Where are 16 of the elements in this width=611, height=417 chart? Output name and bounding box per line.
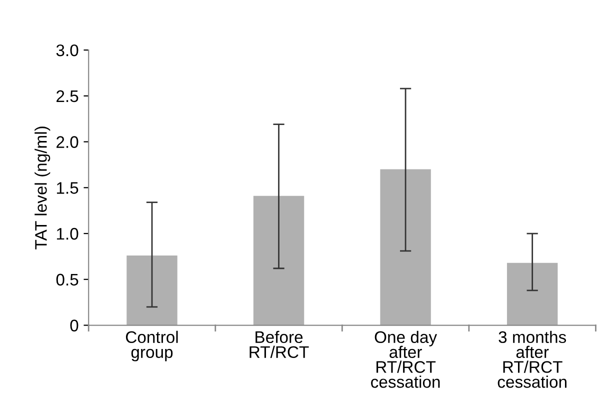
y-tick-label: 1.0	[56, 228, 78, 240]
y-tick-label: 0	[70, 320, 78, 332]
y-axis-title: TAT level (ng/ml)	[34, 126, 50, 250]
y-tick-label: 3.0	[56, 44, 78, 56]
y-tick-label: 1.5	[56, 182, 78, 194]
y-tick-label: 2.5	[56, 90, 78, 102]
bar	[506, 262, 558, 326]
y-tick-label: 2.0	[56, 136, 78, 148]
x-tick-label: 3 months after RT/RCT cessation	[498, 330, 566, 388]
bar	[380, 169, 431, 326]
x-tick-label: One day after RT/RCT cessation	[371, 330, 440, 388]
bar	[126, 256, 178, 326]
x-tick-label: Control group	[126, 330, 178, 362]
x-tick-label: Before RT/RCT	[250, 330, 309, 358]
y-tick-label: 0.5	[56, 274, 78, 286]
bar	[253, 196, 304, 326]
